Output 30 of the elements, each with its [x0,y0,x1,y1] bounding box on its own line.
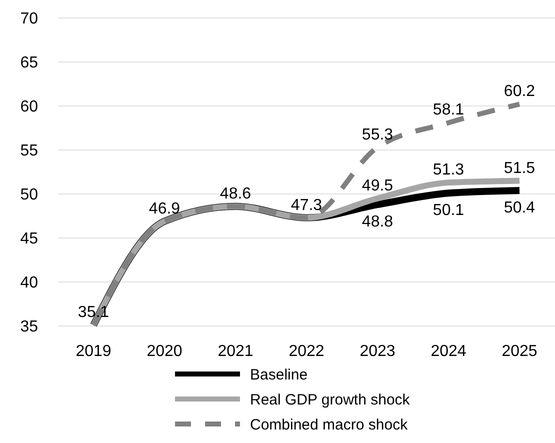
data-label: 50.1 [432,202,464,220]
x-tick-label: 2022 [288,343,324,360]
y-tick-label: 40 [20,274,38,292]
y-tick-label: 60 [20,98,38,116]
x-tick-label: 2019 [76,343,112,360]
y-tick-label: 65 [20,54,38,72]
data-label: 50.4 [504,199,536,216]
data-label: 60.2 [504,83,536,100]
y-tick-label: 45 [20,230,38,248]
data-label: 49.5 [362,177,394,194]
y-tick-label: 50 [20,186,38,204]
x-tick-label: 2021 [218,343,254,360]
y-tick-label: 35 [20,318,38,336]
x-tick-label: 2025 [502,343,538,360]
legend-label: Real GDP growth shock [250,391,410,408]
y-tick-label: 55 [20,142,38,160]
legend-label: Combined macro shock [250,416,408,434]
data-label: 51.5 [504,160,536,177]
data-label: 46.9 [148,200,180,218]
legend-label: Baseline [250,366,308,384]
data-label: 47.3 [290,196,322,214]
data-label: 58.1 [432,102,464,119]
data-label: 51.3 [432,162,464,179]
x-tick-label: 2024 [430,343,466,360]
data-label: 55.3 [362,126,394,144]
data-label: 48.8 [362,214,394,231]
y-tick-label: 70 [20,10,38,28]
x-tick-label: 2020 [146,343,182,360]
x-tick-label: 2023 [360,343,396,360]
data-label: 48.6 [220,185,252,202]
